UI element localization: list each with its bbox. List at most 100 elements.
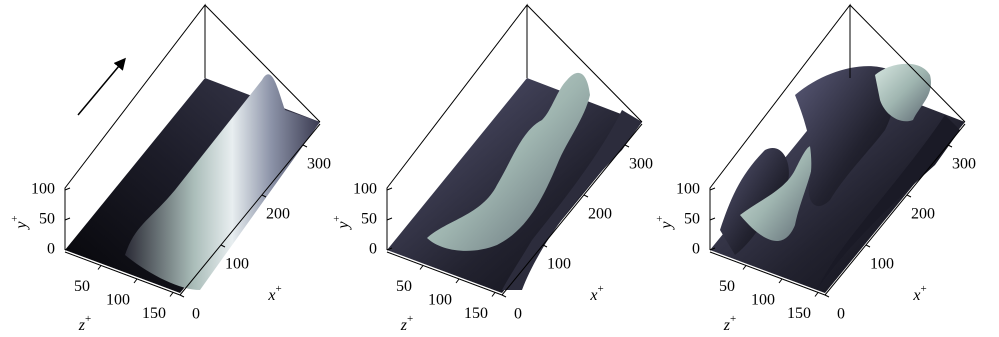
y-tick-label: 0 [692,241,700,258]
x-tick-label: 100 [870,256,894,273]
axis-box [709,3,851,250]
y-tick [64,187,71,191]
x-tick-label: 0 [514,306,522,323]
y-tick-label: 50 [684,211,700,228]
y-axis-title-sup: + [654,215,666,221]
z-tick-label: 150 [142,305,166,322]
z-tick-label: 50 [74,278,90,295]
z-tick-label: 100 [428,292,452,309]
x-axis-title-base: x [267,287,275,304]
x-tick [947,144,953,148]
z-tick [814,292,819,297]
z-tick [133,278,138,284]
ridge-2 [502,110,642,290]
streak-2 [875,63,932,122]
y-tick [709,247,716,251]
z-tick [97,265,102,270]
x-axis-title-sup: + [275,283,281,295]
x-tick [624,144,630,148]
z-axis-title-base: z [78,317,86,334]
z-axis-title-base: z [723,317,731,334]
x-tick-label: 300 [629,156,653,173]
x-tick-label: 100 [547,256,571,273]
x-tick [302,144,308,148]
x-tick [220,244,226,248]
z-tick-label: 50 [396,278,412,295]
axis-box [526,4,643,123]
z-axis-title: z+ [400,313,413,334]
x-tick-label: 300 [952,156,976,173]
z-tick [742,265,747,270]
x-axis-title-base: x [589,287,597,304]
axis-box [204,4,321,123]
x-tick-label: 300 [307,156,331,173]
y-axis-title-sup: + [9,215,21,221]
x-tick [906,194,912,198]
y-tick [64,247,71,251]
structure-2 [795,66,896,207]
z-tick [455,278,460,284]
x-tick-label: 0 [192,306,200,323]
axis-box [386,3,528,250]
y-axis-title-base: y [335,221,352,231]
x-axis-title-sup: + [920,283,926,295]
structure-1 [720,148,789,255]
y-tick-label: 0 [369,241,377,258]
y-tick [386,247,393,251]
y-tick [709,187,716,191]
x-tick [261,194,267,198]
y-axis-title: y+ [9,215,30,230]
y-tick [386,187,393,191]
y-tick-label: 100 [31,181,55,198]
y-tick-label: 100 [676,181,700,198]
z-tick [169,292,174,297]
y-tick [64,217,71,221]
y-tick-label: 100 [353,181,377,198]
y-tick [709,217,716,221]
z-tick-label: 50 [719,278,735,295]
x-axis-title: x+ [912,283,926,304]
z-tick [491,292,496,297]
x-axis-title-sup: + [597,283,603,295]
x-tick [542,244,548,248]
x-tick [865,244,871,248]
z-tick-label: 100 [751,292,775,309]
flow-arrow [77,57,126,116]
z-tick-label: 150 [787,305,811,322]
z-axis-title-sup: + [730,313,736,325]
streak [125,74,320,290]
axis-box [849,4,966,123]
streak [740,146,815,242]
x-tick [179,294,185,298]
y-tick-label: 50 [39,211,55,228]
x-axis-title: x+ [267,283,281,304]
y-axis-title: y+ [654,215,675,230]
y-tick-label: 0 [47,241,55,258]
z-tick [419,265,424,270]
x-tick [583,194,589,198]
z-tick-label: 150 [464,305,488,322]
x-tick-label: 100 [225,256,249,273]
y-tick-label: 50 [361,211,377,228]
z-axis-title-base: z [400,317,408,334]
y-axis-title-sup: + [331,215,343,221]
z-axis-title-sup: + [407,313,413,325]
z-tick [778,278,783,284]
z-axis-title-sup: + [85,313,91,325]
x-tick-label: 0 [837,306,845,323]
x-tick-label: 200 [588,206,612,223]
x-axis-title: x+ [589,283,603,304]
z-tick-label: 100 [106,292,130,309]
y-axis-title-base: y [658,221,675,231]
z-axis-title: z+ [723,313,736,334]
x-tick-label: 200 [911,206,935,223]
axis-box [64,3,206,250]
structure-3 [817,115,960,290]
y-axis-title: y+ [331,215,352,230]
y-axis-title-base: y [13,221,30,231]
x-tick-label: 200 [266,206,290,223]
